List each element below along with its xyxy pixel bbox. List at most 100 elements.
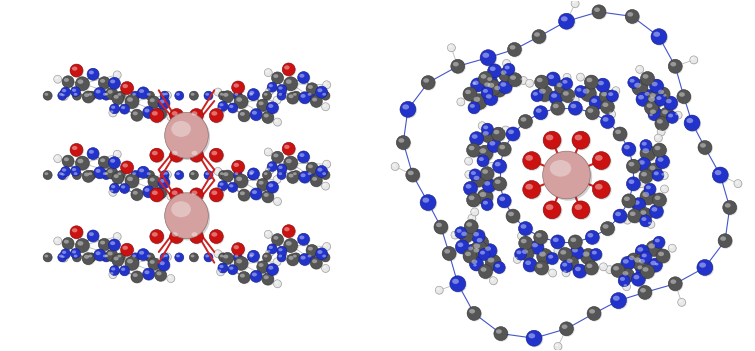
Ellipse shape [660, 107, 673, 121]
Ellipse shape [250, 188, 262, 200]
Ellipse shape [94, 167, 106, 179]
Ellipse shape [525, 79, 534, 87]
Ellipse shape [601, 264, 604, 267]
Ellipse shape [170, 188, 183, 202]
Ellipse shape [137, 167, 150, 179]
Ellipse shape [470, 132, 483, 146]
Ellipse shape [477, 155, 490, 168]
Ellipse shape [54, 154, 62, 163]
Ellipse shape [481, 129, 496, 144]
Ellipse shape [621, 269, 636, 283]
Ellipse shape [171, 232, 177, 237]
Ellipse shape [498, 143, 512, 157]
Ellipse shape [624, 197, 630, 201]
Ellipse shape [228, 265, 238, 274]
Ellipse shape [498, 68, 513, 81]
Ellipse shape [537, 249, 554, 266]
Ellipse shape [645, 101, 659, 116]
Ellipse shape [513, 256, 521, 263]
Ellipse shape [493, 159, 507, 173]
Ellipse shape [450, 276, 466, 292]
Ellipse shape [106, 88, 119, 100]
Ellipse shape [637, 265, 643, 269]
Ellipse shape [273, 280, 282, 288]
Ellipse shape [218, 263, 229, 274]
Ellipse shape [532, 29, 546, 44]
Ellipse shape [646, 185, 651, 189]
Ellipse shape [640, 215, 652, 228]
Ellipse shape [116, 91, 125, 100]
Ellipse shape [88, 93, 92, 96]
Ellipse shape [165, 193, 208, 239]
Ellipse shape [515, 249, 528, 261]
Ellipse shape [143, 268, 155, 280]
Ellipse shape [88, 171, 97, 180]
Ellipse shape [464, 182, 479, 197]
Ellipse shape [393, 164, 396, 166]
Ellipse shape [661, 173, 665, 176]
Ellipse shape [488, 82, 495, 88]
Ellipse shape [649, 243, 655, 249]
Ellipse shape [484, 181, 490, 186]
Ellipse shape [570, 104, 576, 108]
Ellipse shape [282, 143, 296, 156]
Ellipse shape [638, 286, 653, 300]
Ellipse shape [174, 171, 183, 179]
Ellipse shape [112, 172, 124, 184]
Ellipse shape [640, 146, 657, 162]
Ellipse shape [598, 81, 604, 85]
Ellipse shape [442, 247, 457, 261]
Ellipse shape [310, 257, 323, 270]
Ellipse shape [221, 252, 233, 264]
Ellipse shape [286, 241, 291, 246]
Ellipse shape [554, 246, 562, 255]
Ellipse shape [563, 73, 572, 82]
Ellipse shape [263, 171, 271, 179]
Ellipse shape [72, 250, 76, 253]
Ellipse shape [273, 74, 279, 78]
Ellipse shape [210, 109, 224, 124]
Ellipse shape [58, 253, 66, 262]
Ellipse shape [121, 268, 125, 271]
Ellipse shape [493, 160, 507, 174]
Ellipse shape [228, 183, 239, 193]
Ellipse shape [585, 75, 599, 90]
Ellipse shape [250, 108, 262, 120]
Ellipse shape [664, 97, 679, 111]
Ellipse shape [402, 104, 409, 110]
Ellipse shape [298, 151, 310, 164]
Ellipse shape [469, 146, 475, 150]
Ellipse shape [60, 254, 69, 263]
Ellipse shape [287, 254, 300, 267]
Ellipse shape [150, 188, 165, 203]
Ellipse shape [601, 100, 615, 115]
Ellipse shape [498, 80, 513, 94]
Ellipse shape [316, 248, 328, 260]
Ellipse shape [162, 93, 165, 96]
Ellipse shape [668, 114, 673, 118]
Ellipse shape [292, 171, 301, 180]
Ellipse shape [595, 184, 602, 190]
Ellipse shape [624, 216, 631, 224]
Ellipse shape [482, 179, 496, 192]
Ellipse shape [483, 201, 488, 205]
Ellipse shape [267, 88, 270, 91]
Ellipse shape [144, 188, 149, 192]
Ellipse shape [43, 91, 53, 101]
Ellipse shape [657, 128, 665, 136]
Ellipse shape [485, 80, 502, 97]
Ellipse shape [120, 184, 130, 194]
Ellipse shape [113, 71, 121, 79]
Ellipse shape [219, 91, 228, 101]
Ellipse shape [523, 181, 542, 200]
Ellipse shape [165, 172, 168, 174]
Ellipse shape [110, 159, 116, 163]
Ellipse shape [573, 264, 588, 279]
Ellipse shape [131, 271, 143, 284]
Ellipse shape [220, 172, 223, 175]
Ellipse shape [221, 170, 233, 182]
Ellipse shape [594, 7, 600, 12]
Ellipse shape [391, 163, 399, 171]
Ellipse shape [601, 222, 615, 237]
Ellipse shape [58, 91, 67, 101]
